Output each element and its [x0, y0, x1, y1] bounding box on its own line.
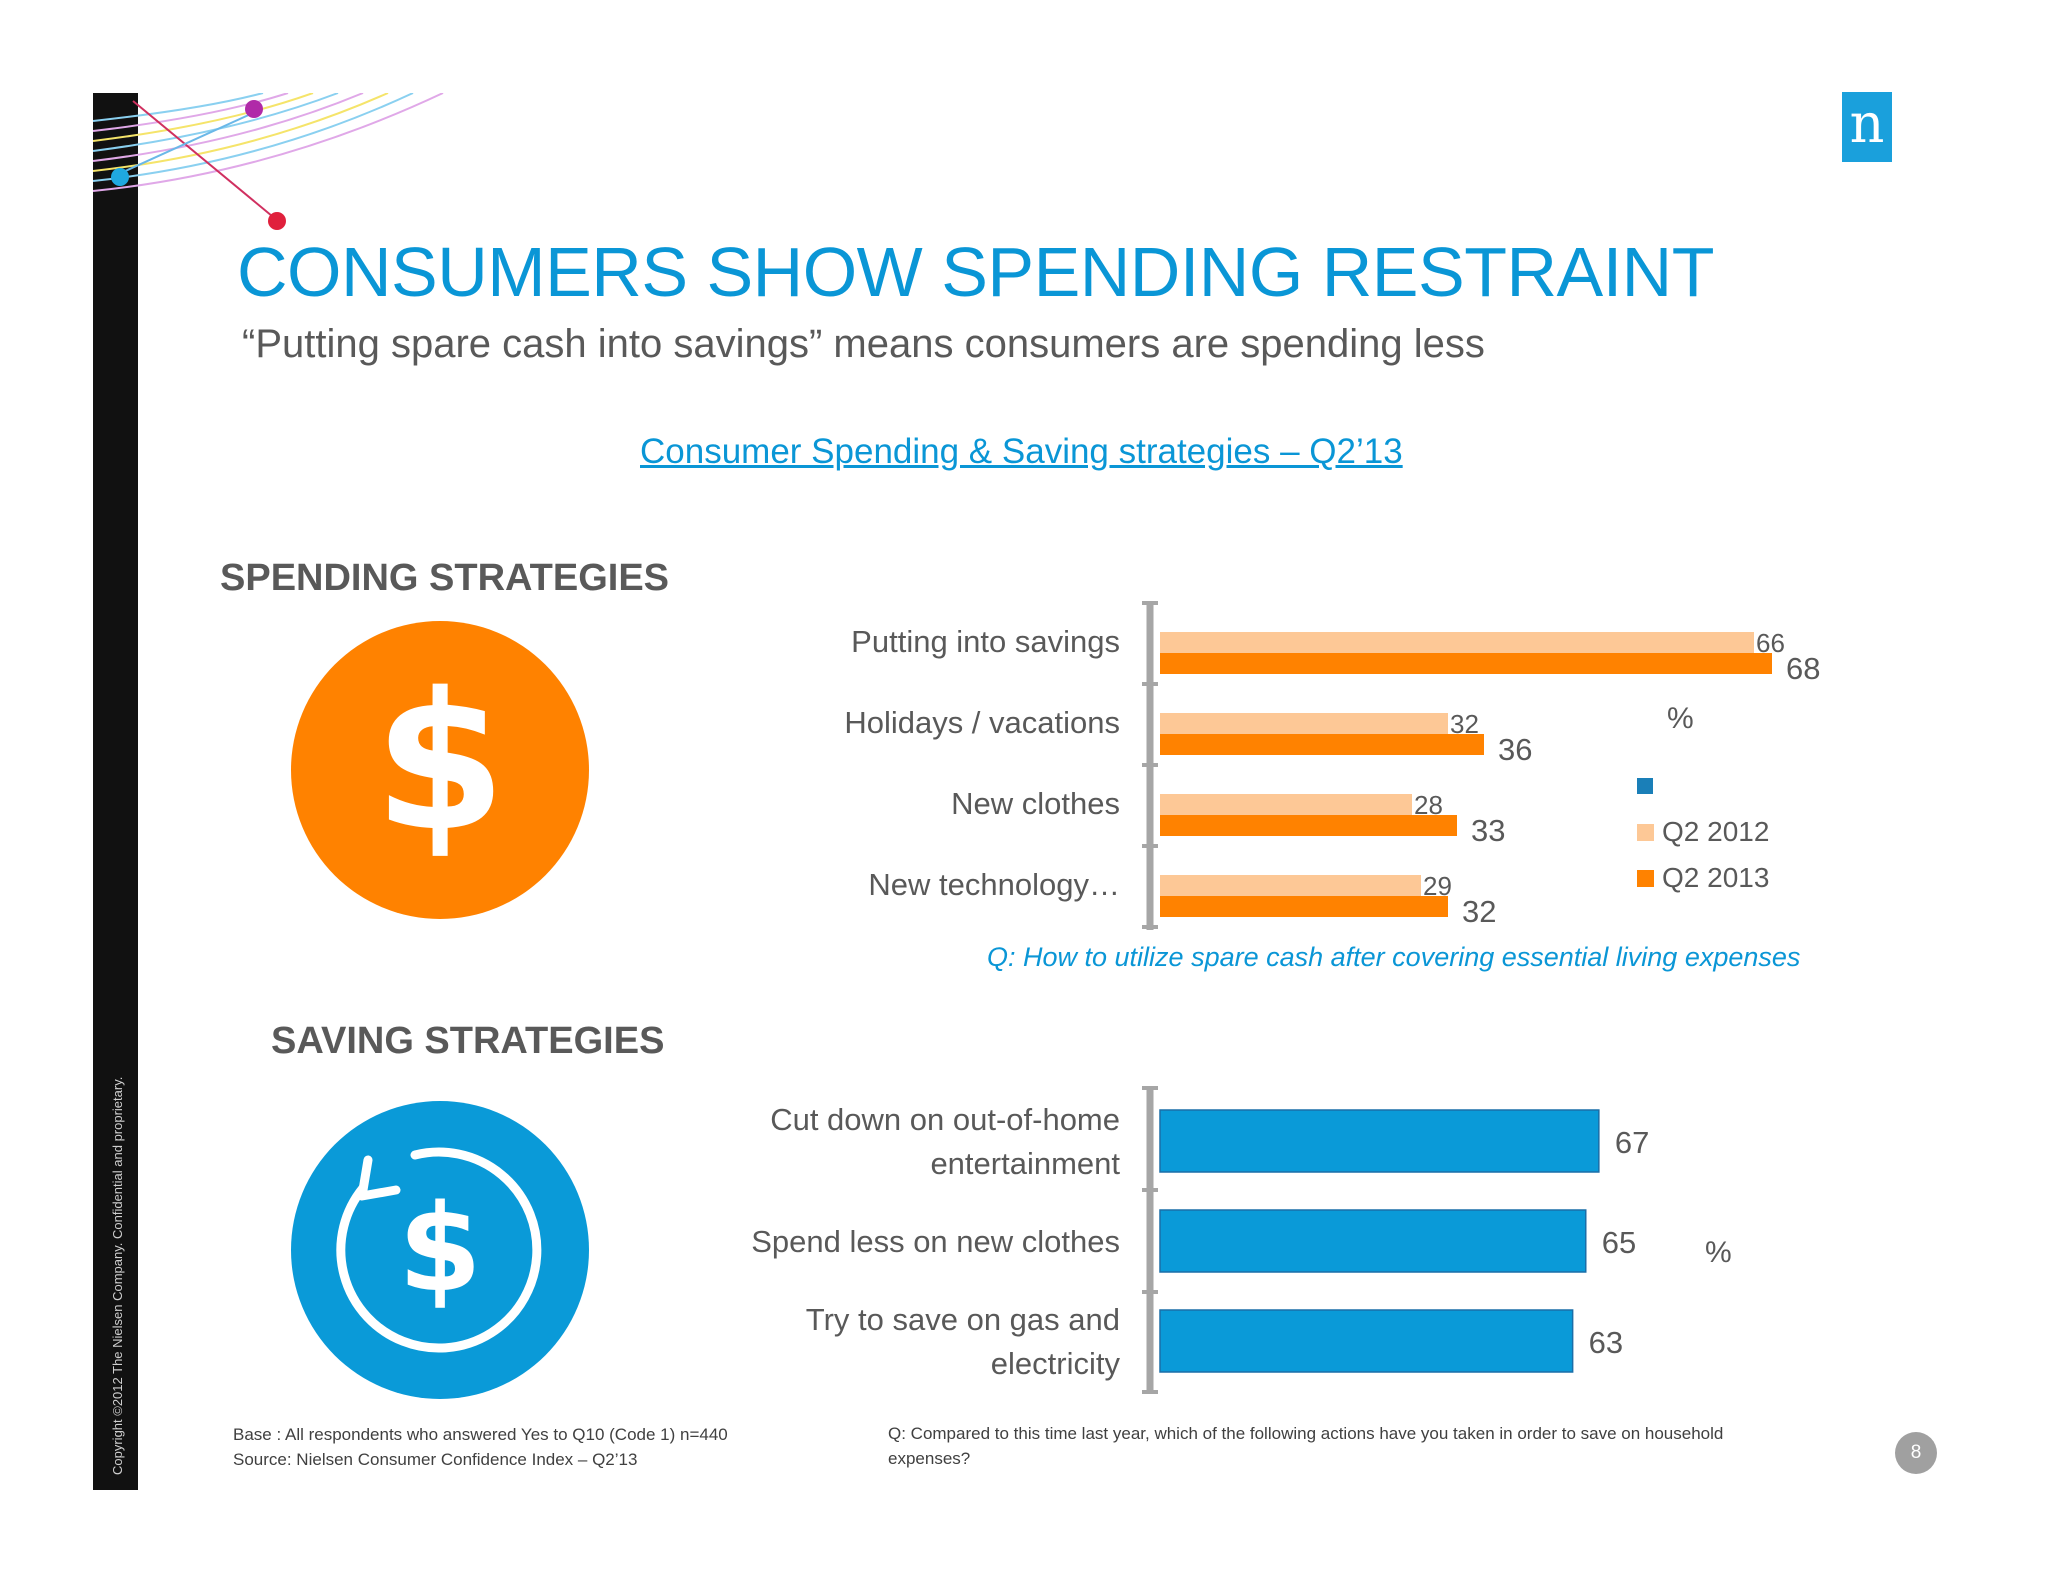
category-label: Putting into savings: [851, 624, 1120, 659]
category-label-line: Spend less on new clothes: [751, 1224, 1120, 1259]
bar-q2-2012: [1160, 713, 1448, 734]
side-bar: [93, 93, 138, 1490]
category-label: Try to save on gas and electricity: [806, 1302, 1121, 1381]
category-label: New clothes: [951, 786, 1120, 821]
source-text: Source: Nielsen Consumer Confidence Inde…: [233, 1450, 638, 1469]
bar-saving: [1159, 1209, 1587, 1273]
category-label-line: entertainment: [930, 1146, 1120, 1181]
data-label: 68: [1786, 651, 1820, 686]
bar-q2-2012: [1160, 875, 1421, 896]
data-label: 33: [1471, 813, 1505, 848]
saving-question-footnote: Q: Compared to this time last year, whic…: [888, 1424, 1724, 1468]
bar-q2-2013: [1160, 896, 1448, 917]
legend-swatch: [1637, 870, 1654, 887]
legend-empty-swatch: [1637, 778, 1653, 794]
page-subtitle: “Putting spare cash into savings” means …: [242, 322, 1485, 366]
legend-label: Q2 2013: [1662, 862, 1769, 893]
bar-saving: [1159, 1309, 1574, 1373]
base-footnote: Base : All respondents who answered Yes …: [233, 1422, 728, 1472]
legend-label: Q2 2012: [1662, 816, 1769, 847]
category-label: New technology…: [868, 867, 1120, 902]
legend-swatch: [1637, 824, 1654, 841]
refund-dollar-icon: $: [291, 1101, 589, 1399]
chart-heading: Consumer Spending & Saving strategies – …: [640, 432, 1403, 471]
data-label: 65: [1602, 1225, 1636, 1260]
spending-question: Q: How to utilize spare cash after cover…: [987, 942, 1800, 972]
category-label-line: Try to save on gas and: [806, 1302, 1120, 1337]
data-label: 36: [1498, 732, 1532, 767]
data-label: 63: [1589, 1325, 1623, 1360]
saving-section-heading: SAVING STRATEGIES: [271, 1020, 665, 1062]
dollar-coin-icon: $: [291, 621, 589, 919]
saving-bar-chart: Cut down on out-of-home entertainment 67 Sp…: [751, 1086, 1732, 1394]
bar-q2-2013: [1160, 653, 1772, 674]
base-text: Base : All respondents who answered Yes …: [233, 1425, 728, 1444]
bar-q2-2012: [1160, 632, 1754, 653]
bar-q2-2012: [1160, 794, 1412, 815]
page-title: CONSUMERS SHOW SPENDING RESTRAINT: [237, 233, 1714, 311]
unit-label: %: [1705, 1236, 1732, 1269]
bar-saving: [1159, 1109, 1600, 1173]
category-label-line: electricity: [991, 1346, 1121, 1381]
nielsen-logo: n: [1842, 92, 1892, 162]
category-label: Cut down on out-of-home entertainment: [770, 1102, 1120, 1181]
bar-q2-2013: [1160, 815, 1457, 836]
spending-section-heading: SPENDING STRATEGIES: [220, 557, 670, 599]
decorative-arcs: [93, 93, 444, 230]
data-label: 67: [1615, 1125, 1649, 1160]
category-label: Spend less on new clothes: [751, 1224, 1120, 1259]
page-number: 8: [1895, 1432, 1937, 1474]
category-label-line: Cut down on out-of-home: [770, 1102, 1120, 1137]
unit-label: %: [1667, 702, 1694, 735]
svg-text:$: $: [398, 1180, 482, 1319]
category-label: Holidays / vacations: [844, 705, 1120, 740]
data-label: 32: [1462, 894, 1496, 929]
svg-text:$: $: [374, 652, 506, 873]
bar-q2-2013: [1160, 734, 1484, 755]
